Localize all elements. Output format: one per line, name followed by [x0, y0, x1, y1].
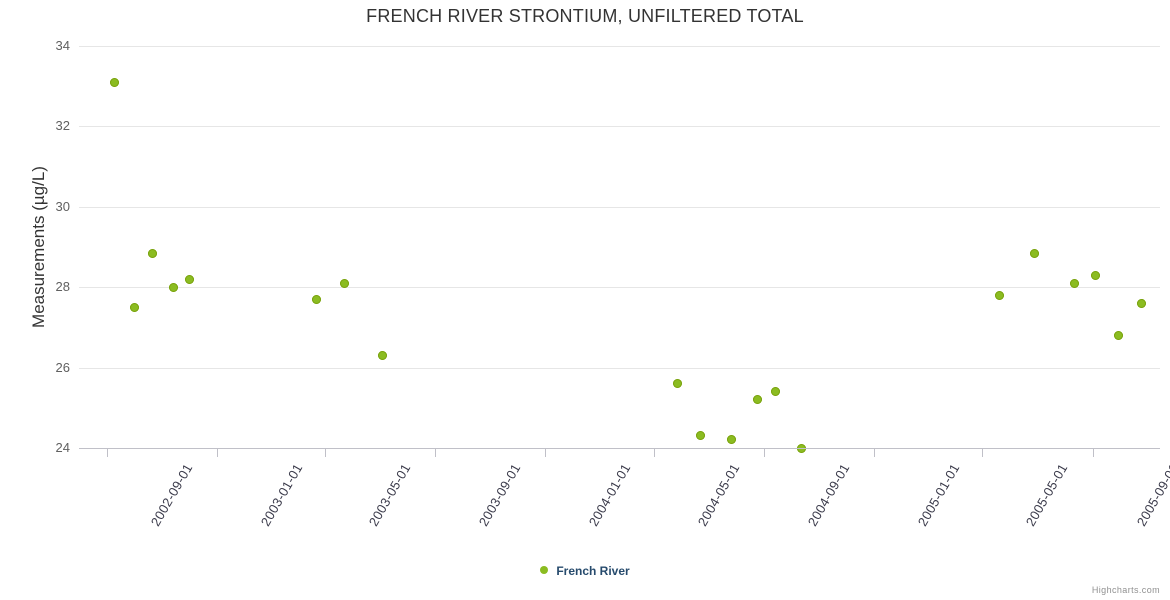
data-point[interactable]	[1070, 278, 1080, 288]
data-point[interactable]	[1136, 298, 1146, 308]
y-axis-tick-label: 30	[55, 198, 70, 214]
x-axis-tick-label: 2004-01-01	[585, 461, 634, 529]
data-point[interactable]	[185, 274, 195, 284]
x-axis-tick	[106, 448, 108, 457]
y-axis-tick: 34	[0, 39, 70, 52]
x-axis-tick-label: 2005-09-01	[1133, 461, 1170, 529]
x-axis-line	[79, 448, 1160, 449]
y-axis-tick-label: 32	[55, 118, 70, 134]
legend-item-label: French River	[556, 563, 630, 578]
data-point[interactable]	[752, 395, 762, 405]
x-axis-tick-label: 2003-01-01	[257, 461, 306, 529]
data-point[interactable]	[771, 387, 781, 397]
y-axis-tick-label: 34	[55, 38, 70, 53]
x-axis-tick-label: 2004-09-01	[805, 461, 853, 529]
data-point[interactable]	[695, 431, 705, 441]
y-axis-tick: 24	[0, 441, 70, 454]
data-point[interactable]	[339, 278, 349, 288]
x-axis-tick-label: 2003-09-01	[475, 461, 524, 529]
y-axis-tick-label: 24	[55, 440, 70, 455]
x-axis-tick	[324, 448, 326, 457]
x-axis-tick	[981, 448, 983, 457]
data-point[interactable]	[1090, 270, 1100, 280]
legend: French River	[0, 563, 1170, 578]
chart-title: FRENCH RIVER STRONTIUM, UNFILTERED TOTAL	[366, 6, 804, 26]
gridline	[79, 126, 1160, 128]
data-point[interactable]	[1114, 330, 1124, 340]
x-axis-tick	[1092, 448, 1094, 457]
data-point[interactable]	[311, 294, 321, 304]
legend-marker-icon	[540, 565, 549, 574]
data-point[interactable]	[1030, 248, 1040, 258]
gridline	[79, 46, 1160, 47]
y-axis-tick: 32	[0, 119, 70, 132]
data-point[interactable]	[994, 290, 1004, 300]
x-axis-tick	[216, 448, 218, 457]
x-axis-tick	[544, 448, 546, 457]
x-axis-tick	[435, 448, 437, 457]
y-axis-tick: 28	[0, 280, 70, 293]
data-point[interactable]	[727, 435, 737, 445]
x-axis-tick-label: 2002-09-01	[147, 461, 196, 529]
data-point[interactable]	[110, 77, 120, 87]
y-axis-tick: 26	[0, 361, 70, 374]
gridline	[79, 367, 1160, 369]
x-axis-tick	[764, 448, 766, 457]
data-point[interactable]	[377, 351, 387, 361]
y-axis-tick: 30	[0, 200, 70, 213]
x-axis-tick	[874, 448, 875, 457]
x-axis-tick-label: 2005-05-01	[1022, 461, 1071, 529]
data-point[interactable]	[148, 248, 158, 258]
data-point[interactable]	[673, 379, 683, 389]
x-axis-tick-label: 2004-05-01	[694, 461, 743, 529]
y-axis-tick-label: 26	[55, 359, 70, 375]
gridline	[79, 206, 1160, 208]
data-point[interactable]	[130, 302, 140, 312]
highcharts-credit[interactable]: Highcharts.com	[1091, 585, 1160, 595]
x-axis-tick	[653, 448, 655, 457]
plot-area	[79, 46, 1160, 453]
data-point[interactable]	[168, 282, 178, 292]
gridline	[79, 287, 1160, 289]
x-axis-tick-label: 2003-05-01	[365, 461, 414, 529]
legend-item[interactable]: French River	[540, 563, 630, 578]
y-axis-title: Measurements (µg/L)	[29, 166, 48, 328]
y-axis-tick-label: 28	[55, 279, 70, 295]
x-axis-tick-label: 2005-01-01	[914, 461, 963, 529]
